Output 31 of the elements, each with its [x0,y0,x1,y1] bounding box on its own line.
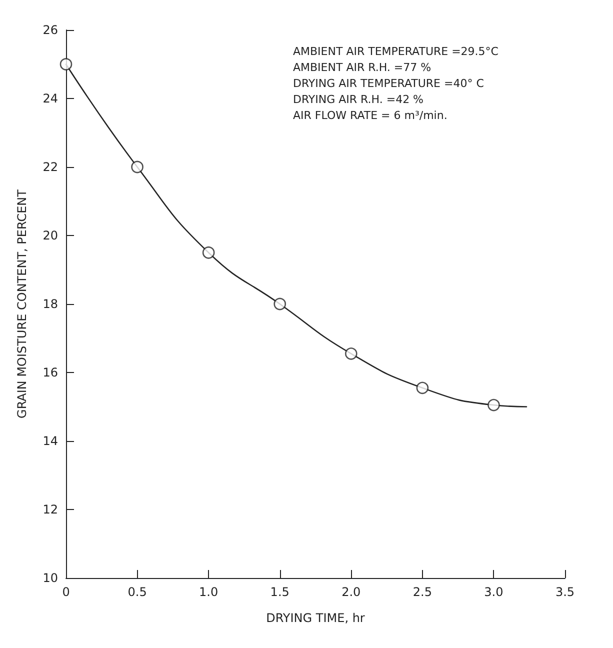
point [274,298,286,310]
y-tick-label: 20 [42,228,58,242]
point [202,246,215,259]
y-tick-label: 10 [42,571,58,585]
x-tick-label: 2.0 [342,585,361,599]
point [131,160,144,174]
x-tick-label: 2.5 [412,585,432,599]
y-tick-label: 26 [42,23,58,37]
x-tick-label: 1.5 [270,585,290,599]
point [416,382,429,394]
y-axis-title: GRAIN MOISTURE CONTENT, PERCENT [15,188,29,418]
x-tick-label: 0 [62,585,70,599]
y-tick-label: 18 [42,297,58,311]
y-tick-label: 12 [42,502,58,516]
annotation: DRYING AIR R.H. =42 % [293,93,424,106]
x-tick-label: 1.0 [199,585,218,599]
point [488,398,500,412]
x-tick-label: 0.5 [128,585,147,599]
x-tick-label: 3.5 [555,585,575,599]
point [60,58,72,70]
annotation: AMBIENT AIR R.H. =77 % [293,61,432,74]
y-tick-label: 22 [42,160,58,174]
annotation: DRYING AIR TEMPERATURE =40° C [293,77,484,90]
y-tick-label: 14 [42,434,58,448]
y-tick-label: 16 [42,366,58,380]
annotation: AIR FLOW RATE = 6 m³/min. [293,109,448,122]
x-axis-title: DRYING TIME, hr [266,611,365,625]
annotation: AMBIENT AIR TEMPERATURE =29.5°C [293,45,499,58]
x-tick-label: 3.0 [484,585,504,599]
y-tick-label: 24 [42,92,58,106]
point [345,348,358,360]
